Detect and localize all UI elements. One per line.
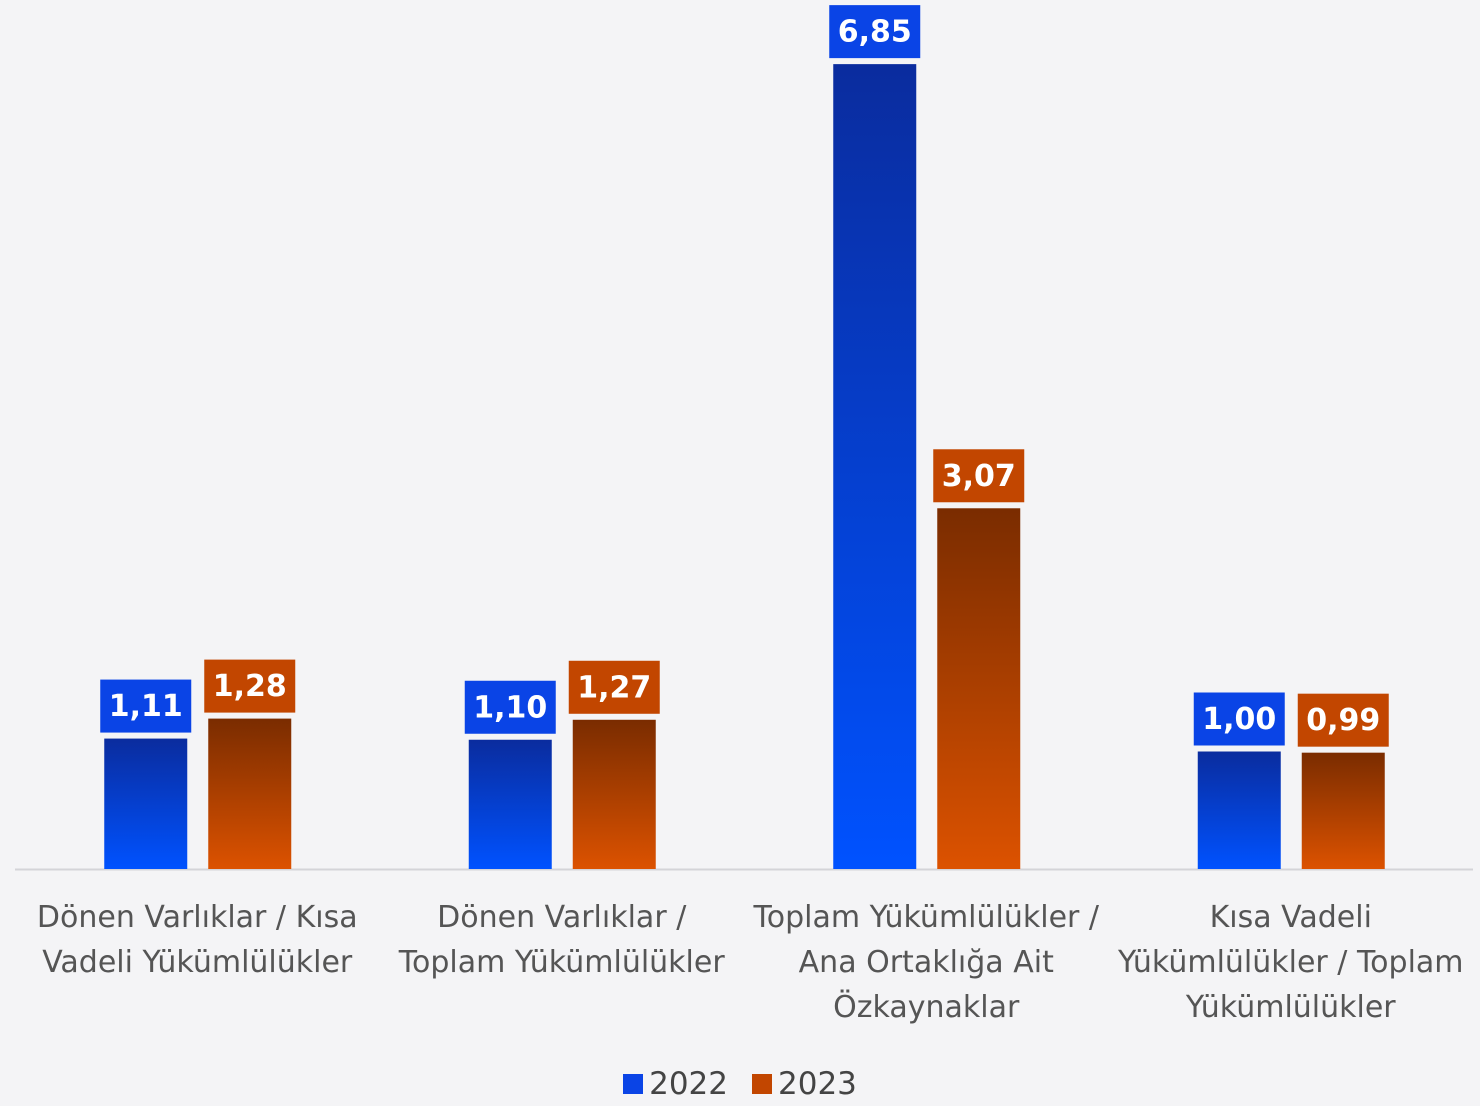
- value-label: 3,07: [942, 459, 1016, 494]
- value-label: 1,00: [1202, 702, 1276, 737]
- value-label: 0,99: [1306, 703, 1380, 738]
- legend-swatch: [623, 1074, 644, 1094]
- x-tick-label: Dönen Varlıklar / Kısa Vadeli Yükümlülük…: [36, 900, 358, 980]
- x-tick-label: Kısa Vadeli Yükümlülükler / Toplam Yüküm…: [1117, 900, 1464, 1025]
- value-label-box: [829, 5, 921, 59]
- bar: [1197, 751, 1281, 869]
- bar: [572, 719, 656, 869]
- x-tick-label: Dönen Varlıklar / Toplam Yükümlülükler: [398, 900, 725, 980]
- legend-swatch: [752, 1074, 772, 1094]
- value-label: 6,85: [838, 15, 912, 50]
- bar: [1301, 752, 1385, 869]
- value-label: 1,11: [109, 689, 183, 724]
- value-label-box: [1297, 693, 1389, 747]
- legend: 2022 2023: [0, 1066, 1480, 1102]
- legend-item: 2022: [623, 1066, 728, 1102]
- value-label-box: [1193, 692, 1285, 746]
- value-label-box: [464, 680, 556, 734]
- value-label: 1,10: [473, 690, 547, 725]
- bar: [833, 64, 917, 869]
- bar: [468, 739, 552, 869]
- legend-item: 2023: [752, 1066, 857, 1102]
- value-label: 1,27: [577, 670, 651, 705]
- value-label-box: [204, 659, 296, 713]
- value-label-box: [100, 679, 192, 733]
- value-label-box: [568, 660, 660, 714]
- legend-label: 2022: [649, 1066, 728, 1102]
- bar: [937, 508, 1021, 869]
- bar: [104, 738, 188, 869]
- value-label: 1,28: [213, 669, 287, 704]
- x-tick-label: Toplam Yükümlülükler / Ana Ortaklığa Ait…: [753, 900, 1100, 1025]
- value-label-box: [933, 449, 1025, 503]
- legend-label: 2023: [778, 1066, 857, 1102]
- bar: [208, 718, 292, 869]
